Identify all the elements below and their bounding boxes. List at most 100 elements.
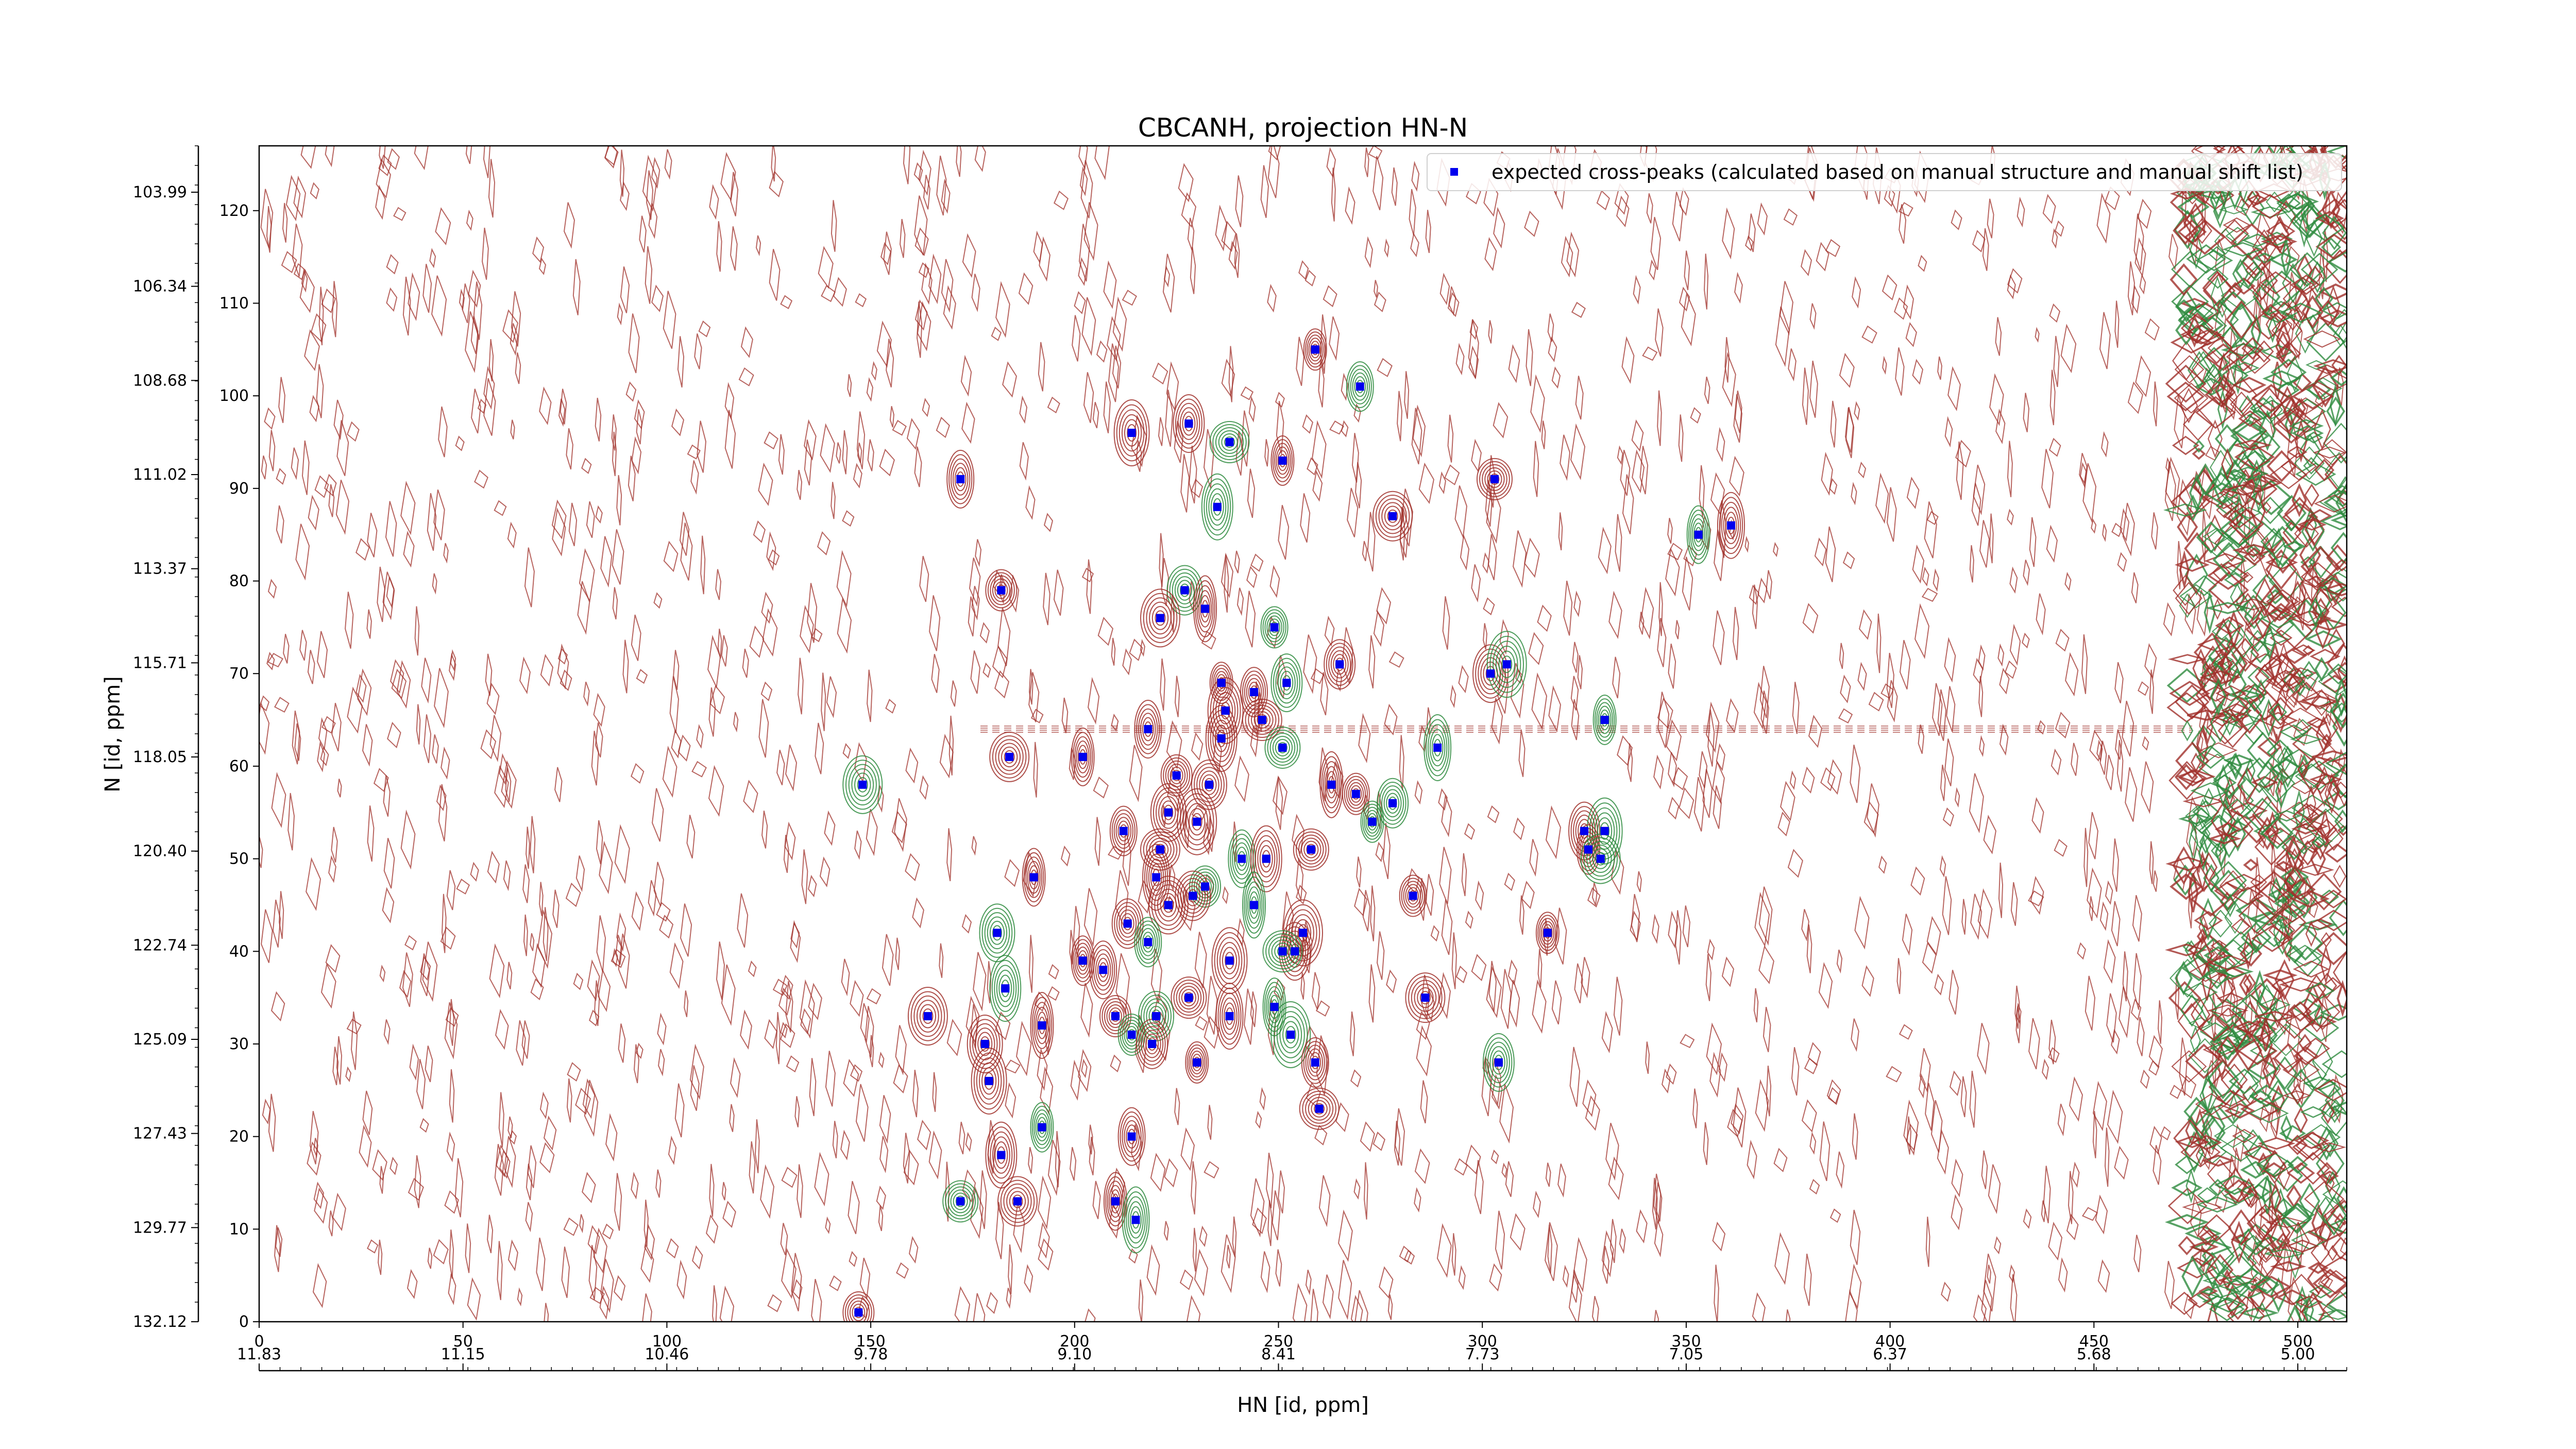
noise-contour [1702, 769, 1713, 818]
noise-contour [893, 1064, 908, 1094]
edge-contour [2217, 713, 2248, 748]
noise-contour [402, 276, 411, 336]
noise-contour [780, 1022, 788, 1039]
noise-contour [1240, 386, 1254, 400]
noise-contour [1918, 724, 1925, 754]
peak-contour [1116, 905, 1139, 941]
noise-contour [1471, 954, 1487, 982]
cross-peak-marker [1286, 1030, 1295, 1039]
noise-contour [1977, 1023, 1990, 1075]
peak-contour [994, 965, 1017, 1012]
noise-contour [2103, 939, 2116, 984]
noise-contour [1780, 781, 1795, 821]
noise-contour [2064, 571, 2072, 592]
noise-contour [1370, 885, 1376, 941]
noise-contour [1228, 240, 1238, 270]
noise-contour [1896, 958, 1902, 995]
peak-contour [1212, 719, 1231, 757]
edge-contour [2293, 719, 2312, 736]
noise-contour [617, 302, 623, 326]
edge-contour [2222, 242, 2264, 257]
noise-contour [1753, 988, 1759, 1023]
noise-contour [1721, 956, 1735, 987]
noise-contour [2092, 1081, 2107, 1132]
edge-contour [2269, 629, 2293, 646]
peak-contour [969, 1019, 1001, 1069]
legend-label: expected cross-peaks (calculated based o… [1492, 161, 2303, 183]
noise-contour [1718, 1052, 1727, 1082]
peak-contour [1115, 817, 1132, 846]
noise-contour [1524, 210, 1539, 237]
noise-contour [579, 1214, 584, 1234]
cross-peak-marker [1005, 752, 1014, 761]
edge-contour [2333, 865, 2347, 888]
noise-contour [1508, 344, 1520, 383]
noise-contour [1241, 410, 1250, 467]
noise-contour [1788, 348, 1797, 382]
noise-contour [1078, 257, 1088, 286]
noise-contour [651, 284, 664, 312]
edge-contour [2238, 897, 2276, 935]
edge-contour [2185, 553, 2208, 596]
peak-contour [981, 907, 1013, 958]
peak-contour [1399, 874, 1427, 917]
noise-contour [1298, 260, 1309, 280]
noise-contour [1530, 374, 1545, 433]
noise-contour [1451, 932, 1457, 989]
noise-contour [652, 788, 664, 842]
noise-contour [408, 1177, 424, 1201]
noise-contour [663, 291, 676, 349]
peak-contour [1384, 506, 1401, 527]
edge-contour [2282, 1057, 2320, 1083]
noise-contour [903, 1133, 910, 1184]
noise-contour [403, 531, 415, 568]
noise-contour [1616, 195, 1630, 227]
edge-contour [2190, 782, 2231, 799]
noise-contour [2141, 761, 2154, 814]
cross-peak-marker [1250, 688, 1259, 697]
noise-contour [761, 811, 768, 849]
noise-contour [1222, 886, 1229, 904]
peak-contour [1035, 1113, 1049, 1142]
peak-contour [1204, 778, 1214, 791]
noise-contour [1983, 814, 1996, 855]
noise-contour [1184, 811, 1190, 848]
peak-contour [1321, 756, 1342, 814]
noise-contour [1561, 235, 1573, 278]
edge-contour [2165, 364, 2207, 403]
peak-contour [1348, 365, 1372, 408]
edge-contour [2288, 610, 2332, 627]
edge-contour [2202, 272, 2236, 309]
noise-contour [1898, 202, 1913, 217]
noise-contour [1995, 408, 2006, 445]
noise-contour [1752, 1292, 1766, 1322]
noise-contour [1314, 1124, 1328, 1145]
peak-contour [1136, 920, 1160, 964]
noise-contour [1707, 709, 1715, 767]
noise-contour [2116, 740, 2124, 792]
noise-contour [1488, 455, 1496, 508]
contour-layer [259, 146, 2347, 1322]
edge-contour [2255, 387, 2283, 420]
edge-contour [2216, 764, 2231, 807]
noise-contour [604, 146, 618, 169]
edge-contour [2240, 1097, 2281, 1121]
edge-contour [2275, 774, 2288, 809]
noise-contour [1323, 285, 1337, 308]
noise-contour [1933, 568, 1939, 592]
noise-contour [2149, 669, 2154, 714]
edge-contour [2291, 425, 2324, 442]
cross-peak-marker [1225, 956, 1234, 965]
edge-contour [2319, 811, 2331, 848]
noise-contour [427, 1248, 433, 1269]
cross-peak-marker [1119, 827, 1128, 835]
noise-contour [379, 146, 386, 169]
noise-contour [1949, 1070, 1961, 1097]
noise-contour [1650, 216, 1662, 271]
peak-contour [1405, 884, 1421, 908]
noise-contour [1875, 473, 1889, 524]
noise-contour [1791, 1047, 1800, 1096]
noise-contour [737, 893, 749, 948]
noise-contour [582, 1172, 596, 1203]
edge-contour [2181, 720, 2194, 742]
